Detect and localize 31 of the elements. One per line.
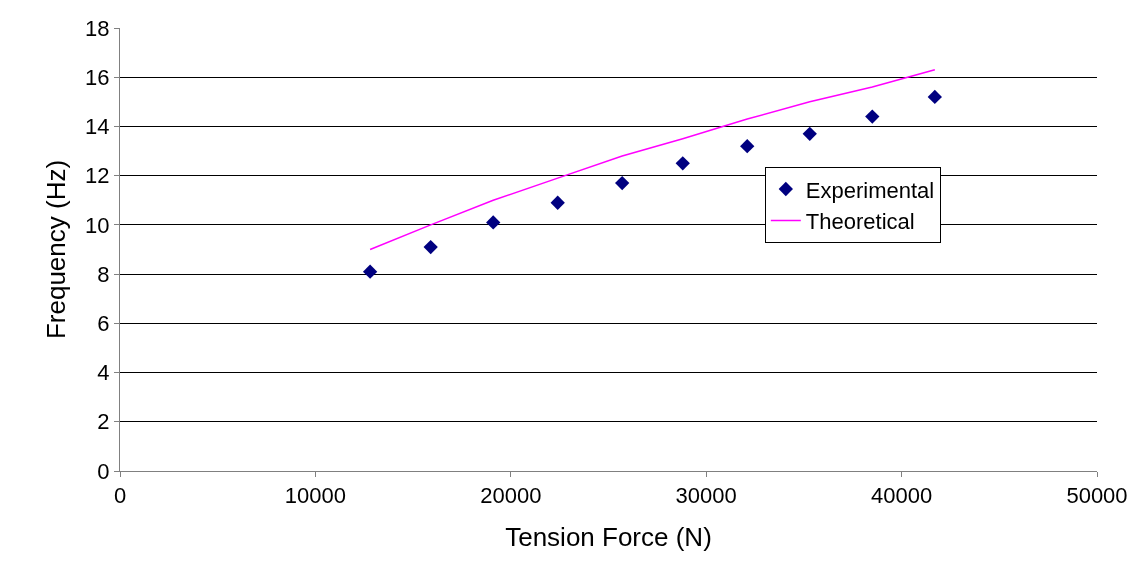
point [615,175,630,191]
point [675,156,690,171]
legend-label: Experimental [805,177,935,203]
point [362,264,378,279]
x-tick-label: 10000 [284,483,346,509]
y-tick-label: 18 [85,15,110,41]
point [802,126,817,141]
x-tick-label: 0 [113,483,127,509]
y-tick-label: 0 [97,458,110,484]
y-tick-label: 2 [97,409,110,435]
point [486,215,501,230]
legend-label: Theoretical [805,209,915,235]
y-tick-label: 16 [85,64,110,90]
x-tick-label: 40000 [871,483,933,509]
point [423,239,438,255]
y-tick-label: 4 [97,360,110,386]
y-tick-label: 14 [85,114,110,140]
x-axis-title: Tension Force (N) [505,522,712,553]
point [550,195,565,210]
point [740,138,755,154]
y-tick-label: 12 [85,163,110,189]
point [865,109,880,124]
x-tick-label: 20000 [480,483,542,509]
y-tick-label: 6 [97,311,110,337]
y-tick-label: 10 [85,212,110,238]
y-tick-label: 8 [97,261,110,287]
x-tick-label: 30000 [675,483,737,509]
point [927,89,942,105]
x-tick-label: 50000 [1066,483,1128,509]
line-series [369,69,936,251]
y-axis-title: Frequency (Hz) [40,159,71,340]
